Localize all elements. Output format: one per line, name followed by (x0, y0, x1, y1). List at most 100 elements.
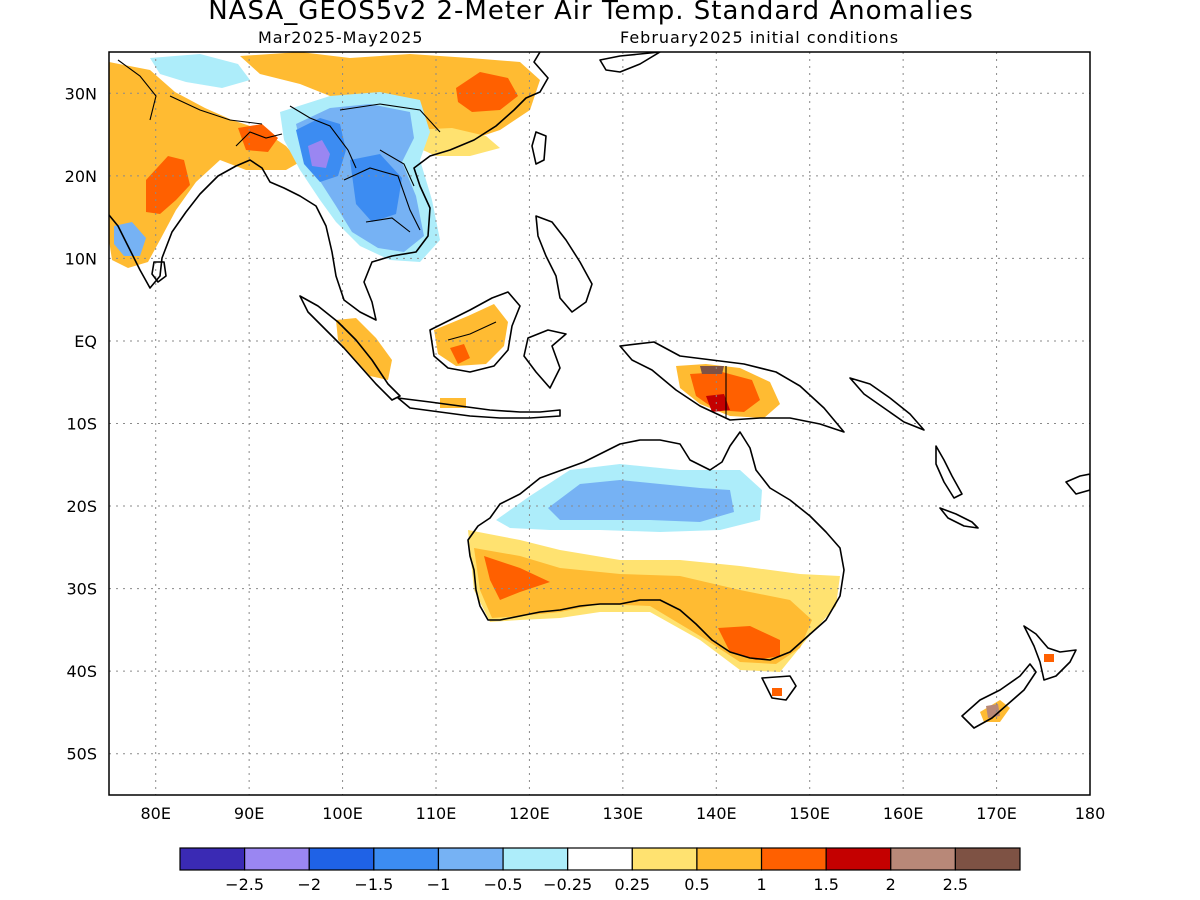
lon-tick-label: 100E (322, 804, 363, 823)
lon-tick-label: 130E (603, 804, 644, 823)
border-india-bangladesh (235, 131, 283, 147)
graticule (109, 52, 1090, 795)
colorbar-label: 0.5 (684, 875, 709, 894)
vanuatu-coastline (935, 445, 963, 499)
lon-tick-label: 120E (509, 804, 550, 823)
coastlines (109, 52, 1090, 729)
initial-conditions: February2025 initial conditions (620, 28, 900, 47)
colorbar-label: −2 (297, 875, 321, 894)
lon-tick-label: 140E (696, 804, 737, 823)
colorbar-swatch (179, 847, 246, 871)
colorbar-label: −0.5 (484, 875, 523, 894)
map-title: NASA_GEOS5v2 2-Meter Air Temp. Standard … (208, 0, 974, 26)
colorbar-swatch (954, 847, 1021, 871)
sulawesi-coastline (523, 329, 567, 389)
country-borders (117, 59, 727, 418)
borneo-warm (434, 304, 508, 366)
colorbar-label: 2.5 (943, 875, 968, 894)
borneo-coastline (429, 291, 521, 373)
colorbar-swatch (696, 847, 763, 871)
border-pakistan (117, 59, 157, 121)
lat-tick-label: 40S (66, 662, 97, 681)
colorbar-swatch (437, 847, 504, 871)
fiji-coastline (1065, 473, 1090, 495)
lat-tick-label: 30N (65, 84, 97, 103)
map-frame (108, 51, 1091, 796)
sri-lanka-coastline (151, 261, 167, 283)
longitude-labels: 80E 90E 100E 110E 120E 130E 140E 150E 160E 170E 18… (140, 804, 1105, 823)
new-guinea-strong-warm (690, 372, 760, 412)
asia-coastline (109, 52, 549, 321)
border-borneo (447, 321, 497, 341)
new-zealand-north-coastline (1023, 625, 1077, 681)
new-guinea-very-strong (706, 394, 730, 412)
colorbar-label: 1.5 (813, 875, 838, 894)
lon-tick-label: 90E (234, 804, 264, 823)
colorbar-swatch (244, 847, 310, 871)
lat-tick-label: EQ (74, 332, 97, 351)
lat-tick-label: 10N (65, 249, 97, 268)
taiwan-coastline (531, 131, 547, 165)
new-zealand-peak (986, 704, 1000, 718)
colorbar-swatch (567, 847, 633, 871)
colorbar-label: 2 (886, 875, 896, 894)
borneo-strong-warm (450, 344, 470, 364)
colorbar (179, 847, 1021, 871)
border-cambodia (365, 217, 411, 233)
lat-tick-label: 10S (66, 415, 97, 434)
colorbar-swatch (308, 847, 375, 871)
new-caledonia-coastline (939, 507, 979, 529)
lon-tick-label: 180 (1075, 804, 1106, 823)
sumatra-coastline (299, 295, 401, 401)
australia-strong-warm-se (718, 626, 780, 660)
colorbar-swatch (760, 847, 827, 871)
tasmania-coastline (761, 675, 797, 701)
lat-tick-label: 20S (66, 497, 97, 516)
colorbar-swatch (890, 847, 956, 871)
border-vietnam (379, 149, 415, 187)
colorbar-swatch (825, 847, 892, 871)
new-zealand-south-coastline (961, 663, 1037, 729)
south-asia-cool-patch (114, 222, 146, 256)
south-asia-warm-anomaly (109, 62, 300, 268)
new-guinea-coastline (619, 341, 845, 433)
solomon-islands-coastline (849, 377, 925, 431)
lon-tick-label: 170E (976, 804, 1017, 823)
new-guinea-peak (700, 366, 724, 374)
lon-tick-label: 80E (140, 804, 170, 823)
tasmania-warm (772, 688, 782, 696)
colorbar-swatch (502, 847, 569, 871)
south-asia-strong-warm-2 (238, 124, 278, 152)
china-light-warm (410, 128, 500, 156)
australia-strong-warm (484, 556, 550, 600)
myanmar-very-strong-cool (308, 140, 330, 168)
border-china-inner (339, 103, 441, 133)
australia-coastline (467, 431, 845, 661)
south-asia-strong-warm (146, 156, 190, 214)
lat-tick-label: 20N (65, 167, 97, 186)
colorbar-label: 1 (756, 875, 766, 894)
philippines-coastline (535, 215, 593, 313)
anomaly-shading (109, 52, 1054, 722)
colorbar-label: −1 (427, 875, 451, 894)
border-india-nepal (169, 95, 263, 125)
lat-tick-label: 50S (66, 745, 97, 764)
colorbar-label: −1.5 (354, 875, 393, 894)
new-zealand-north-warm (1044, 654, 1054, 662)
lon-tick-label: 150E (789, 804, 830, 823)
australia-strong-cool (548, 480, 734, 522)
lat-tick-label: 30S (66, 580, 97, 599)
latitude-labels: 30N 20N 10N EQ 10S 20S 30S 40S 50S (65, 84, 97, 763)
colorbar-label: −0.25 (543, 875, 592, 894)
colorbar-labels: −2.5 −2 −1.5 −1 −0.5 −0.25 0.25 0.5 1 1.5 2 2.5 (225, 875, 968, 894)
java-coastline (397, 397, 561, 419)
forecast-period: Mar2025-May2025 (258, 28, 424, 47)
japan-coastline (599, 52, 661, 73)
lon-tick-label: 110E (416, 804, 457, 823)
border-myanmar-china (289, 105, 357, 169)
colorbar-label: 0.25 (614, 875, 650, 894)
colorbar-swatch (631, 847, 698, 871)
colorbar-label: −2.5 (225, 875, 264, 894)
lon-tick-label: 160E (883, 804, 924, 823)
